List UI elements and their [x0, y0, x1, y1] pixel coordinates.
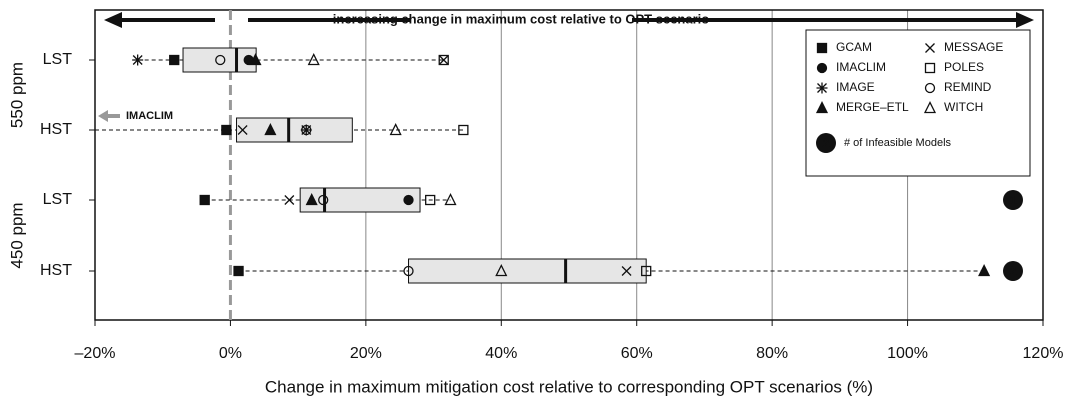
marker [815, 101, 829, 114]
marker [199, 194, 210, 206]
marker [495, 264, 508, 277]
marker [425, 194, 436, 206]
marker [458, 124, 469, 136]
infeasible-count: 2 [1009, 263, 1016, 278]
group-label: 450 ppm [7, 202, 26, 268]
plot-frame [94, 9, 1044, 321]
x-tick-label: 100% [887, 345, 928, 362]
legend-label: IMACLIM [836, 60, 886, 74]
marker [305, 193, 318, 206]
marker [284, 195, 295, 205]
marker [816, 82, 828, 94]
x-tick-label: 120% [1023, 345, 1064, 362]
annotation: increasing change in maximum cost relati… [333, 11, 709, 26]
annotation-arrows [104, 12, 1034, 28]
marker [438, 54, 449, 66]
legend-badge-text: 2 [822, 135, 829, 150]
marker [923, 101, 937, 114]
marker [641, 265, 652, 277]
legend-label: GCAM [836, 40, 872, 54]
legend-badge [816, 133, 836, 153]
infeasible-badge [1003, 261, 1023, 281]
legend-label: MESSAGE [944, 40, 1003, 54]
arrow-head [1016, 12, 1034, 28]
box [408, 258, 647, 284]
marker [221, 124, 232, 136]
x-tick-label: 20% [350, 345, 382, 362]
legend-badge-label: # of Infeasible Models [844, 137, 952, 149]
marker [925, 43, 935, 53]
marker [237, 125, 248, 135]
infeasible-count: 1 [1009, 192, 1016, 207]
box [236, 117, 353, 143]
marker [924, 82, 936, 94]
group-label: 550 ppm [7, 62, 26, 128]
marker [233, 265, 244, 277]
legend-label: REMIND [944, 80, 992, 94]
marker [621, 266, 632, 276]
marker [389, 123, 402, 136]
marker [438, 55, 449, 65]
x-tick-label: 80% [756, 345, 788, 362]
legend-label: IMAGE [836, 80, 875, 94]
marker [249, 53, 262, 66]
y-tick-label: HST [40, 121, 72, 138]
marker [215, 54, 226, 66]
marker [301, 124, 312, 136]
marker [816, 42, 828, 54]
offscale-arrow-head [98, 110, 108, 122]
marker [924, 62, 936, 74]
marker [403, 194, 414, 206]
marker [978, 264, 991, 277]
marker [816, 62, 828, 74]
marker [444, 193, 457, 206]
marker [264, 123, 277, 136]
marker [307, 53, 320, 66]
x-axis-label: Change in maximum mitigation cost relati… [265, 377, 873, 396]
marker [318, 194, 329, 206]
box [299, 187, 421, 213]
legend: GCAM IMACLIM IMAGE MERGE–ETL MESSAGE POLES REM… [805, 29, 1031, 177]
offscale-label: IMACLIM [126, 110, 173, 122]
y-tick-label: LST [43, 51, 73, 68]
x-tick-label: 60% [621, 345, 653, 362]
marker [403, 265, 414, 277]
legend-frame [805, 29, 1031, 177]
legend-label: MERGE–ETL [836, 100, 909, 114]
arrow-head [104, 12, 122, 28]
x-tick-label: –20% [75, 345, 116, 362]
legend-label: WITCH [944, 100, 983, 114]
y-tick-label: HST [40, 262, 72, 279]
legend-label: POLES [944, 60, 984, 74]
y-tick-label: LST [43, 191, 73, 208]
infeasible-badge [1003, 190, 1023, 210]
marker [300, 124, 312, 136]
x-tick-label: 40% [485, 345, 517, 362]
marker [169, 54, 180, 66]
x-tick-label: 0% [219, 345, 242, 362]
marker [132, 54, 144, 66]
